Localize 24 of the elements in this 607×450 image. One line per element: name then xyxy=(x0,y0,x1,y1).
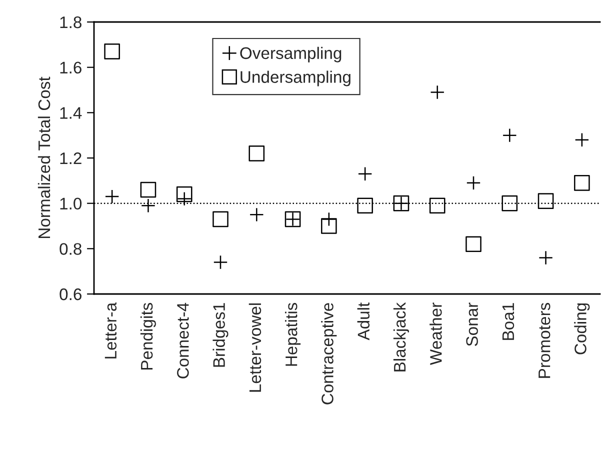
x-tick-label: Boa1 xyxy=(502,303,514,340)
x-tick-label: Weather xyxy=(430,302,442,365)
x-tick-label: Bridges1 xyxy=(212,303,228,367)
y-tick-label: 1.2 xyxy=(60,152,82,164)
x-tick-label: Letter-a xyxy=(104,302,117,358)
x-tick-label: Sonar xyxy=(466,302,478,346)
y-tick-label: 1.0 xyxy=(60,198,82,210)
y-tick-label: 1.4 xyxy=(60,107,82,119)
x-tick-label: Contraceptive xyxy=(321,303,337,404)
x-tick-label: Hepatitis xyxy=(285,302,301,366)
y-tick-label: 0.8 xyxy=(60,243,82,255)
legend-label: Oversampling xyxy=(240,46,342,62)
y-tick-label: 1.8 xyxy=(60,16,82,28)
x-tick-label: Adult xyxy=(357,302,370,340)
x-tick-label: Pendigits xyxy=(140,302,156,370)
y-axis-title: Normalized Total Cost xyxy=(38,76,50,238)
x-tick-label: Connect-4 xyxy=(177,302,189,378)
x-tick-label: Coding xyxy=(574,303,590,354)
y-tick-label: 0.6 xyxy=(60,288,82,300)
y-tick-label: 1.6 xyxy=(60,62,82,74)
x-tick-label: Letter-vowel xyxy=(248,303,262,392)
x-tick-label: Blackjack xyxy=(393,302,409,372)
x-tick-label: Promoters xyxy=(538,302,550,378)
legend-label: Undersampling xyxy=(240,70,350,86)
